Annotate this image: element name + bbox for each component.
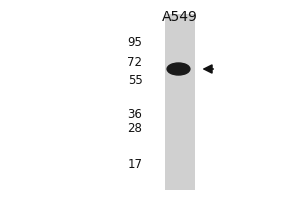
Ellipse shape [167,63,190,75]
Text: A549: A549 [162,10,198,24]
Text: 72: 72 [128,56,142,70]
Text: 17: 17 [128,158,142,171]
Bar [165,14,195,190]
Text: 28: 28 [128,122,142,136]
Text: 95: 95 [128,36,142,49]
Text: 55: 55 [128,74,142,88]
Text: 36: 36 [128,108,142,121]
